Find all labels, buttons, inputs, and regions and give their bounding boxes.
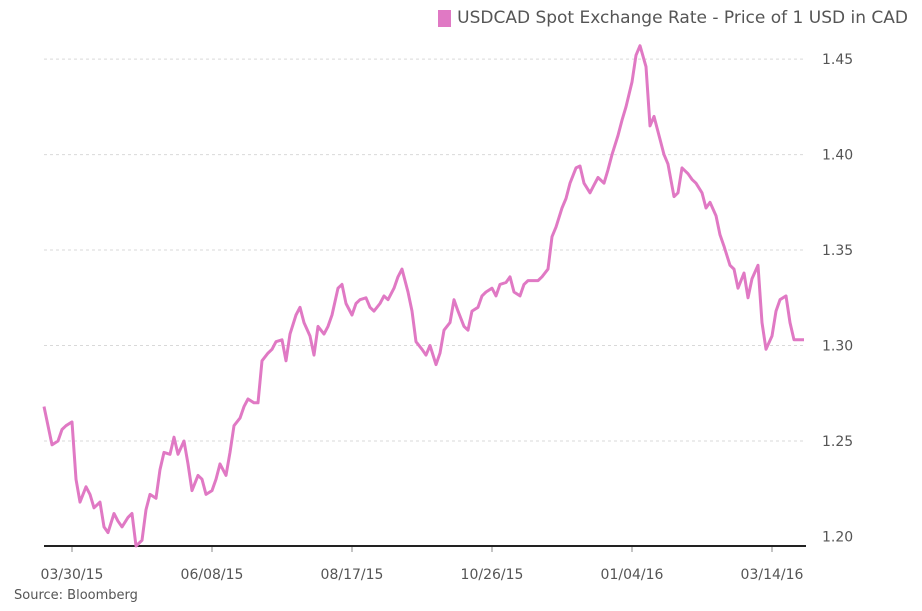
y-tick-label: 1.30 — [822, 339, 853, 355]
x-tick-label: 03/14/16 — [741, 567, 804, 583]
x-axis-ticks: 03/30/15 06/08/15 08/17/15 10/26/15 01/04/16… — [41, 546, 804, 583]
x-tick-label: 06/08/15 — [181, 567, 244, 583]
x-tick-label: 01/04/16 — [601, 567, 664, 583]
x-tick-label: 08/17/15 — [321, 567, 384, 583]
legend-swatch — [438, 9, 452, 27]
y-axis-ticks: 1.20 1.25 1.30 1.35 1.40 1.45 — [822, 52, 853, 545]
y-tick-label: 1.25 — [822, 434, 853, 450]
source-note: Source: Bloomberg — [14, 588, 138, 603]
x-tick-label: 03/30/15 — [41, 567, 104, 583]
y-tick-label: 1.40 — [822, 148, 853, 164]
legend-label: USDCAD Spot Exchange Rate - Price of 1 U… — [457, 8, 908, 28]
x-tick-label: 10/26/15 — [461, 567, 524, 583]
y-tick-label: 1.20 — [822, 529, 853, 545]
chart-legend: USDCAD Spot Exchange Rate - Price of 1 U… — [438, 8, 908, 28]
y-tick-label: 1.45 — [822, 52, 853, 68]
usdcad-series-line — [42, 44, 804, 548]
gridlines — [44, 58, 806, 442]
y-tick-label: 1.35 — [822, 243, 853, 259]
